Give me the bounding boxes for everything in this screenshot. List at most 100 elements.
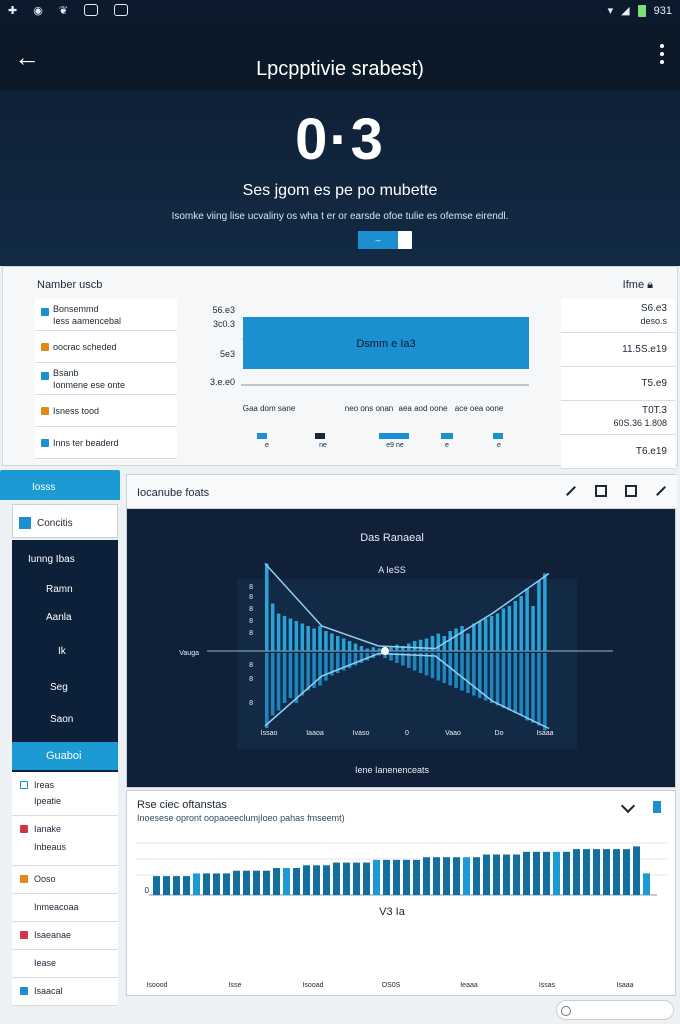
- list-item[interactable]: Inns ter beaderd: [35, 427, 177, 459]
- legend-swatch: [20, 987, 28, 995]
- bar-down: [543, 653, 547, 731]
- summary-title: Namber uscb: [37, 279, 103, 291]
- copy-icon[interactable]: [595, 485, 607, 497]
- sidenav-selector[interactable]: Concitis: [12, 504, 118, 538]
- bar: [383, 859, 390, 895]
- bar-up: [336, 636, 340, 651]
- bar: [493, 854, 500, 895]
- list-item[interactable]: Bsanb Ionmene ese onte: [35, 363, 177, 395]
- bar-down: [430, 653, 435, 678]
- bar: [233, 870, 240, 895]
- sidenav-header[interactable]: Iosss: [0, 470, 120, 500]
- bar-up: [436, 633, 441, 651]
- sidenav-item[interactable]: Ramn: [46, 584, 73, 595]
- wifi-icon: ▾: [607, 5, 614, 17]
- legend-swatch: [41, 372, 49, 380]
- home-indicator[interactable]: [556, 1000, 674, 1020]
- bar-down: [507, 653, 512, 711]
- bar: [223, 873, 230, 895]
- hero-description: Isomke viing lise ucvaliny os wha t er o…: [171, 211, 509, 222]
- bar-up: [401, 646, 405, 651]
- bar-down: [330, 653, 334, 676]
- sidenav-active-item[interactable]: Guaboi: [12, 742, 118, 770]
- bar-up: [537, 581, 541, 651]
- list-item[interactable]: Ianake Inbeaus: [12, 816, 118, 866]
- save-icon[interactable]: [625, 485, 637, 497]
- legend-swatch: [41, 343, 49, 351]
- list-item[interactable]: Isaeanae: [12, 922, 118, 950]
- list-item[interactable]: Isness tood: [35, 395, 177, 427]
- bar-up: [525, 588, 529, 651]
- sidenav-item[interactable]: Iunng Ibas: [28, 554, 75, 565]
- x-label: Ieaaa: [460, 982, 478, 989]
- hero-toggle-button[interactable]: –: [358, 231, 412, 249]
- back-arrow-icon[interactable]: ←: [14, 42, 40, 72]
- sidenav-item[interactable]: Seg: [50, 682, 68, 693]
- value-primary: S6.e3: [640, 303, 667, 314]
- bar-down: [383, 653, 387, 658]
- bar-down: [495, 653, 500, 706]
- list-item-label: Iease: [34, 958, 57, 968]
- page-title: Lpcpptivie srabest): [256, 58, 424, 80]
- folder-icon: [19, 517, 31, 529]
- y-tick: 56.e3: [212, 305, 235, 315]
- bar-up: [478, 621, 482, 651]
- bar: [523, 851, 530, 895]
- list-item-sub: Ipeatie: [34, 796, 62, 806]
- bar-up: [347, 641, 352, 651]
- bar-up: [288, 618, 293, 651]
- value-row: 11.5S.e19: [561, 333, 675, 367]
- more-menu-icon[interactable]: [658, 44, 666, 66]
- y-tick: 8: [249, 700, 253, 707]
- bar-down: [519, 653, 523, 716]
- bar: [183, 876, 190, 895]
- edit-icon[interactable]: [566, 486, 576, 496]
- legend-swatch: [20, 825, 28, 833]
- chart-subtitle: A IeSS: [378, 565, 406, 575]
- legend-swatch: [20, 903, 28, 911]
- bar: [473, 857, 480, 895]
- bar: [293, 868, 300, 895]
- battery-icon: [637, 4, 646, 17]
- bar-down: [478, 653, 482, 698]
- bottom-chart-card: Rse ciec oftanstas Inoesese opront oopao…: [126, 790, 676, 996]
- legend-swatch: [41, 407, 49, 415]
- summary-card: Namber uscb Ifme 🔒︎ Bonsemmd Iess aamence…: [2, 266, 678, 469]
- bar: [273, 868, 280, 895]
- value-row: T0T.3 60S.36 1.808: [561, 401, 675, 435]
- list-item[interactable]: Ireas Ipeatie: [12, 772, 118, 816]
- y-tick: 5e3: [220, 349, 235, 359]
- x-label: Isaaa: [616, 982, 633, 989]
- sidenav-item[interactable]: Ik: [58, 646, 66, 657]
- bar: [213, 873, 220, 895]
- legend-label: e9 ne: [386, 442, 404, 449]
- list-item[interactable]: Inmeacoaa: [12, 894, 118, 922]
- bar: [553, 851, 560, 895]
- list-item[interactable]: Bonsemmd Iess aamencebal: [35, 299, 177, 331]
- hero-header: ← Lpcpptivie srabest) 0·3 Ses jgom es pe…: [0, 24, 680, 266]
- bar-up: [330, 633, 334, 651]
- bar: [543, 851, 550, 895]
- pencil-icon[interactable]: [656, 486, 666, 496]
- chart-footer: Iene Ianenenceats: [355, 765, 430, 775]
- bar: [433, 857, 440, 895]
- sidenav-item[interactable]: Aanla: [46, 612, 72, 623]
- chart-title: Das Ranaeal: [360, 532, 424, 544]
- x-label: Issas: [539, 982, 556, 989]
- bar-down: [513, 653, 518, 713]
- summary-mini-chart: 56.e3 3c0.3 5e3 3.e.e0 Dsmm e Ia3 Gaa do…: [210, 305, 529, 449]
- expand-icon[interactable]: [620, 798, 636, 814]
- hero-button-label: –: [358, 231, 398, 249]
- list-item[interactable]: Isaacal: [12, 978, 118, 1006]
- sidenav-item[interactable]: Saon: [50, 714, 74, 725]
- export-icon[interactable]: [653, 801, 661, 813]
- list-item[interactable]: oocrac scheded: [35, 331, 177, 363]
- list-item-title: Bsanb: [53, 368, 79, 378]
- bar: [393, 859, 400, 895]
- bar-down: [537, 653, 541, 726]
- list-item[interactable]: Iease: [12, 950, 118, 978]
- list-item[interactable]: Ooso: [12, 866, 118, 894]
- list-item-label: Isaacal: [34, 986, 63, 996]
- circle-icon: [561, 1006, 571, 1016]
- list-item-title: oocrac scheded: [53, 342, 117, 352]
